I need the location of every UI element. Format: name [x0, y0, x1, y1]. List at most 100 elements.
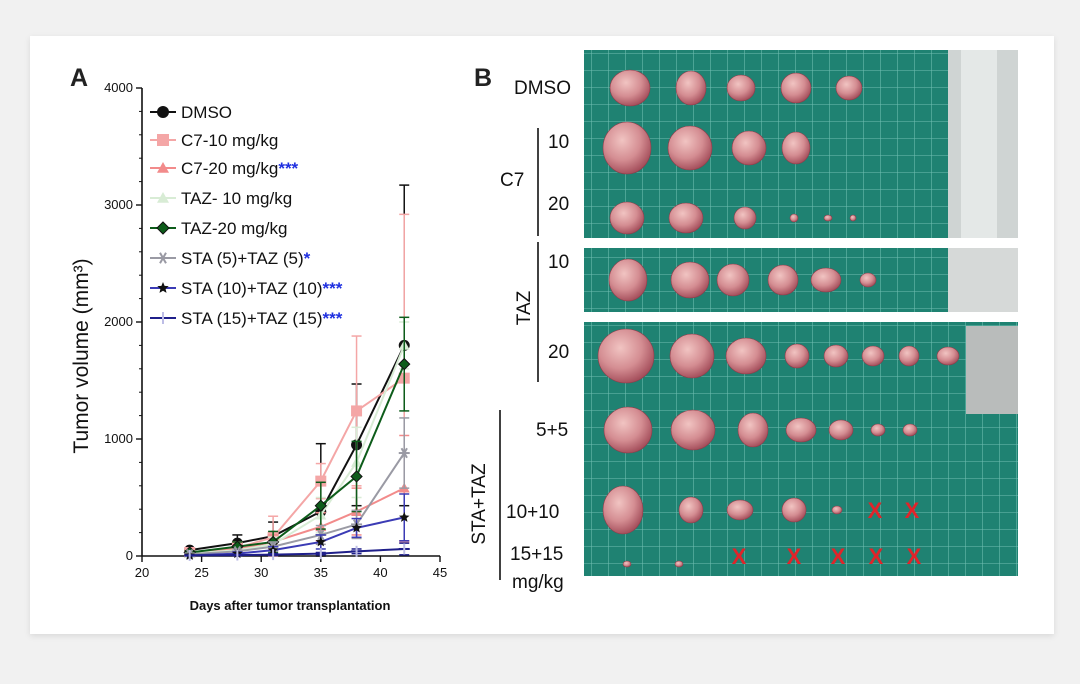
- series-line: [189, 547, 405, 557]
- x-tick-label: 45: [433, 565, 447, 580]
- x-tick-label: 25: [194, 565, 208, 580]
- tumor-specimen: [835, 75, 863, 101]
- legend-item-6: STA (5)+TAZ (5)*: [150, 249, 311, 268]
- series-line: [189, 363, 406, 554]
- series-line: [189, 344, 406, 552]
- tumor-specimen: [823, 214, 833, 222]
- series-5: [183, 316, 411, 559]
- x-tick-label: 35: [314, 565, 328, 580]
- tumor-specimen: [678, 496, 704, 524]
- tumor-growth-chart: 0 1000 2000 3000 4000 20 25 30 35 40 45 DMSO C7-10 …: [70, 80, 447, 613]
- tumor-specimen: [870, 423, 886, 437]
- tumor-specimen: [780, 72, 812, 104]
- absent-tumor-x: X: [732, 544, 747, 569]
- panel-a-letter: A: [70, 64, 88, 92]
- chart-series: [183, 184, 411, 561]
- tumor-specimen: [789, 213, 799, 223]
- y-tick-label: 1000: [104, 431, 133, 446]
- legend-item-8: STA (15)+TAZ (15)***: [150, 309, 343, 328]
- label-sta-15: 15+15: [510, 544, 563, 565]
- x-axis-label: Days after tumor transplantation: [190, 598, 391, 613]
- label-c7: C7: [500, 170, 524, 191]
- tumor-specimen: [622, 560, 632, 568]
- tumor-specimen: [737, 412, 769, 448]
- tumor-specimen: [602, 121, 652, 175]
- tumor-specimen: [781, 131, 811, 165]
- tumor-specimen: [726, 74, 756, 102]
- tumor-specimen: [670, 261, 710, 299]
- data-point: [184, 549, 196, 561]
- legend-item-2: C7-10 mg/kg: [150, 131, 278, 150]
- label-sta-taz: STA+TAZ: [469, 463, 490, 545]
- series-1: [184, 184, 410, 557]
- x-tick-label: 20: [135, 565, 149, 580]
- tumor-specimen: [823, 344, 849, 368]
- tumor-photo: DMSO C7 10 20 TAZ 10 20 STA+TAZ 5+5 10+1…: [469, 50, 1018, 593]
- tumor-specimen: [716, 263, 750, 297]
- tumor-specimen: [902, 423, 918, 437]
- tumor-specimen: [726, 499, 754, 521]
- tumor-specimen: [675, 70, 707, 106]
- tumor-specimen: [668, 202, 704, 234]
- tumor-specimen: [670, 409, 716, 451]
- legend-label: STA (10)+TAZ (10)***: [181, 279, 343, 298]
- tumor-specimen: [849, 214, 857, 222]
- absent-tumor-x: X: [868, 498, 883, 523]
- tumor-specimen: [597, 328, 655, 384]
- legend-label: STA (5)+TAZ (5)*: [181, 249, 311, 268]
- label-c7-20: 20: [548, 194, 569, 215]
- y-tick-label: 0: [126, 548, 133, 563]
- figure-card: A 0 1000 2000 3000 4000 20 25 30 35 40 45 DMSO C7-1…: [30, 36, 1054, 634]
- tumor-specimen: [898, 345, 920, 367]
- label-sta-10: 10+10: [506, 502, 559, 523]
- tumor-specimen: [603, 406, 653, 454]
- label-dmso: DMSO: [514, 78, 571, 99]
- data-point: [350, 470, 363, 483]
- data-point: [351, 405, 363, 417]
- series-6: [184, 417, 410, 560]
- series-line: [189, 487, 405, 555]
- label-c7-10: 10: [548, 132, 569, 153]
- tumor-specimen: [784, 343, 810, 369]
- legend-label: TAZ- 10 mg/kg: [181, 189, 292, 208]
- absent-tumor-x: X: [907, 544, 922, 569]
- y-axis-label: Tumor volume (mm³): [70, 258, 93, 453]
- figure-svg: A 0 1000 2000 3000 4000 20 25 30 35 40 45 DMSO C7-1…: [70, 50, 1018, 613]
- data-point: [267, 549, 279, 561]
- legend-item-4: TAZ- 10 mg/kg: [150, 189, 292, 208]
- legend-significance: ***: [323, 309, 343, 328]
- series-8: [184, 542, 410, 561]
- tumor-specimen: [731, 130, 767, 166]
- tumor-specimen: [831, 505, 843, 515]
- data-point: [351, 545, 363, 557]
- tumor-specimen: [785, 417, 817, 443]
- legend-label: TAZ-20 mg/kg: [181, 219, 287, 238]
- tumor-specimen: [674, 560, 684, 568]
- tumor-specimen: [810, 267, 842, 293]
- tumor-specimen: [936, 346, 960, 366]
- tumor-specimen: [767, 264, 799, 296]
- data-point: [398, 447, 410, 459]
- series-line: [189, 452, 406, 556]
- absent-tumor-x: X: [787, 544, 802, 569]
- tumor-specimen: [608, 258, 648, 302]
- tumor-specimen: [609, 201, 645, 235]
- data-point: [398, 543, 410, 555]
- data-point: [315, 536, 327, 547]
- legend-label: STA (15)+TAZ (15)***: [181, 309, 343, 328]
- chart-axes: 0 1000 2000 3000 4000 20 25 30 35 40 45: [104, 80, 447, 580]
- data-point: [398, 357, 411, 371]
- legend-item-3: C7-20 mg/kg***: [150, 159, 299, 178]
- data-point: [314, 499, 328, 512]
- absent-tumor-x: X: [905, 498, 920, 523]
- tumor-specimen: [602, 485, 644, 535]
- absent-tumor-x: X: [831, 544, 846, 569]
- y-tick-label: 2000: [104, 314, 133, 329]
- legend-item-5: TAZ-20 mg/kg: [150, 219, 287, 238]
- data-point: [315, 475, 327, 487]
- x-tick-label: 40: [373, 565, 387, 580]
- tumor-specimen: [859, 272, 877, 288]
- tumor-specimen: [725, 337, 767, 375]
- legend-item-1: DMSO: [150, 103, 232, 122]
- mat-section-middle: [584, 248, 1018, 312]
